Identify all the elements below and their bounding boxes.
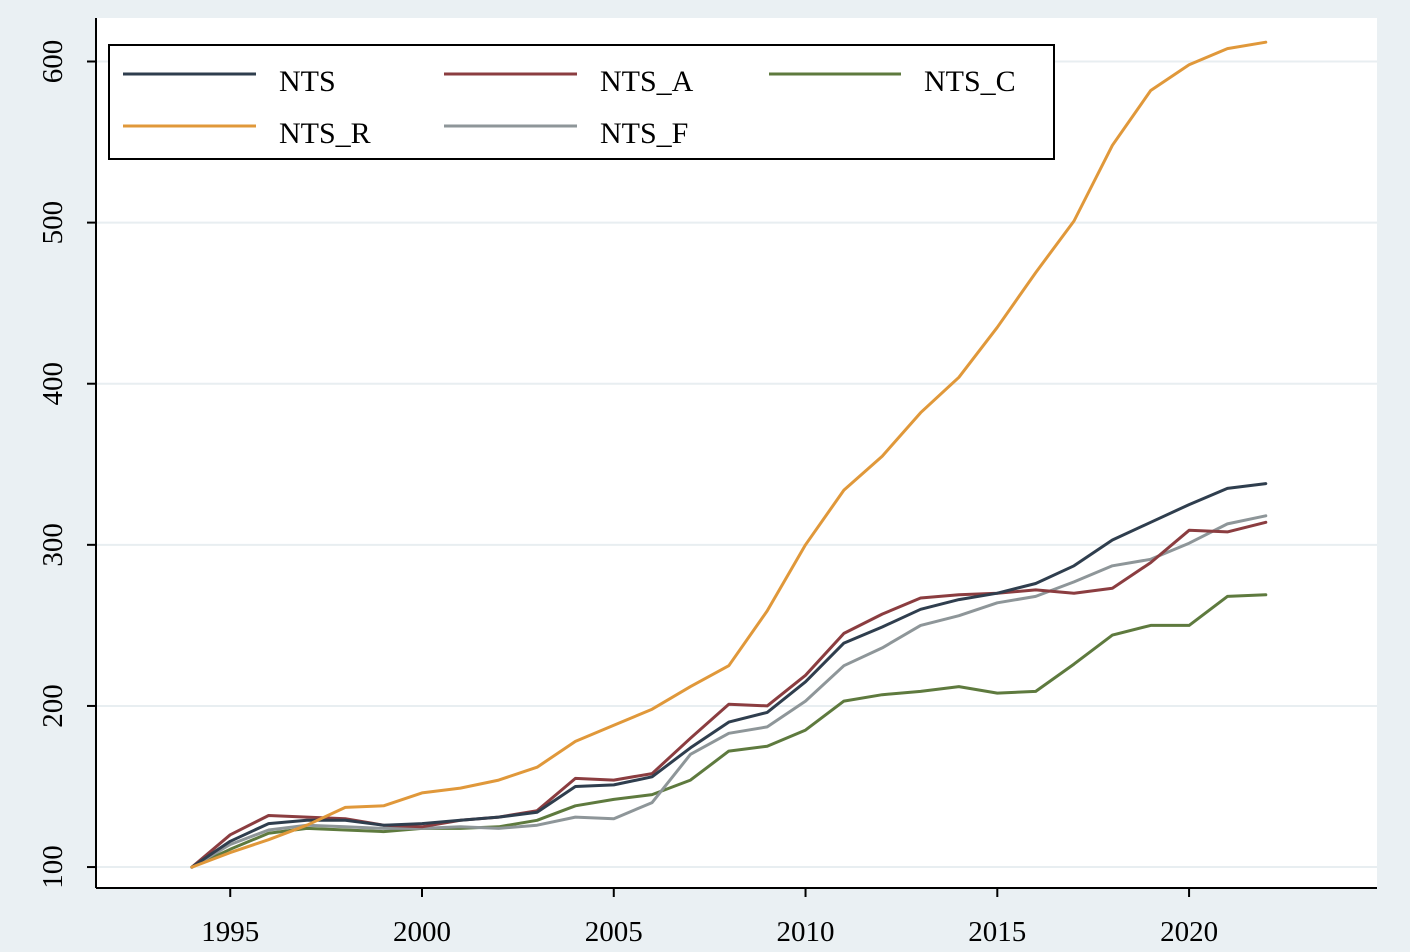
plot-background: [96, 18, 1377, 888]
legend-label-nts-c: NTS_C: [924, 65, 1016, 98]
y-axis-ticks: 100 200 300 400 500 600: [37, 40, 96, 889]
legend-box: [108, 44, 1055, 160]
legend-label-nts-a: NTS_A: [600, 65, 694, 98]
series-lines: [190, 40, 1268, 869]
x-tick-label: 2005: [585, 916, 643, 948]
y-tick-label: 300: [37, 523, 69, 567]
y-tick-label: 100: [37, 845, 69, 889]
y-tick-label: 600: [37, 40, 69, 84]
x-axis-ticks: 1995 2000 2005 2010 2015 2020: [201, 888, 1218, 948]
series-line-nts: [190, 482, 1268, 869]
legend-label-nts: NTS: [279, 65, 336, 98]
series-line-nts-f: [190, 514, 1268, 869]
x-tick-label: 2015: [968, 916, 1026, 948]
legend-label-nts-f: NTS_F: [600, 117, 688, 150]
y-tick-label: 500: [37, 201, 69, 245]
x-tick-label: 2020: [1160, 916, 1218, 948]
y-tick-label: 400: [37, 362, 69, 406]
axes: [95, 18, 1377, 889]
x-tick-label: 1995: [201, 916, 259, 948]
series-line-nts-c: [190, 593, 1268, 869]
x-tick-label: 2010: [777, 916, 835, 948]
x-tick-label: 2000: [393, 916, 451, 948]
legend-label-nts-r: NTS_R: [279, 117, 371, 150]
legend: NTS NTS_A NTS_C NTS_R NTS_F: [108, 44, 1055, 160]
series-line-nts-r: [190, 40, 1268, 869]
y-tick-label: 200: [37, 684, 69, 728]
